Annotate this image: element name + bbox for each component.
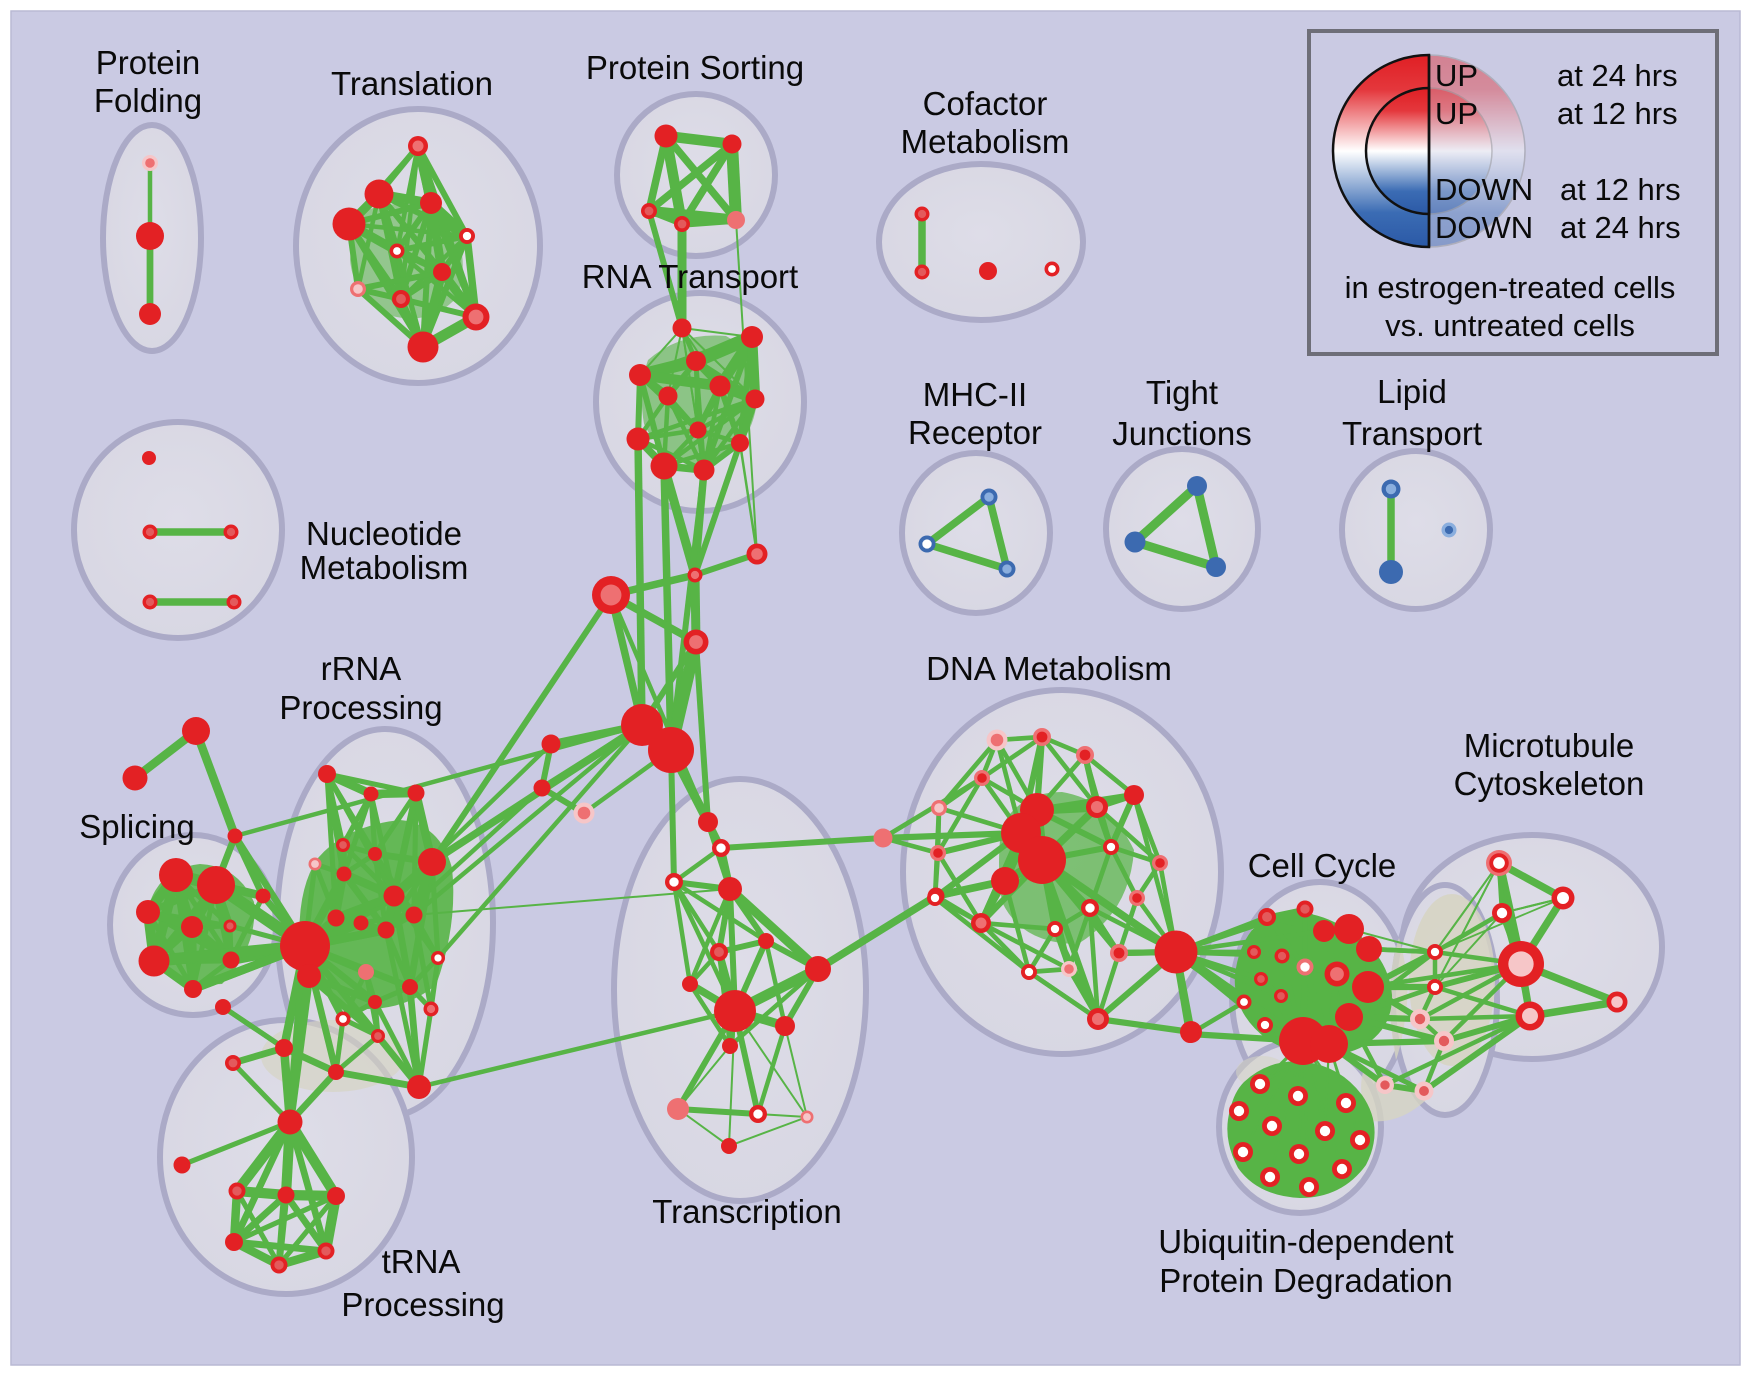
svg-text:Metabolism: Metabolism xyxy=(300,549,469,586)
svg-text:Processing: Processing xyxy=(279,689,442,726)
svg-text:Folding: Folding xyxy=(94,82,202,119)
svg-text:Junctions: Junctions xyxy=(1112,415,1251,452)
svg-text:at 12 hrs: at 12 hrs xyxy=(1557,96,1678,131)
svg-text:Protein: Protein xyxy=(96,44,201,81)
svg-text:Splicing: Splicing xyxy=(79,808,195,845)
svg-text:Lipid: Lipid xyxy=(1377,373,1447,410)
svg-text:at 24 hrs: at 24 hrs xyxy=(1557,58,1678,93)
svg-text:DOWN: DOWN xyxy=(1435,172,1533,207)
svg-text:Protein Degradation: Protein Degradation xyxy=(1159,1262,1453,1299)
svg-text:RNA Transport: RNA Transport xyxy=(582,258,798,295)
svg-text:Protein Sorting: Protein Sorting xyxy=(586,49,804,86)
svg-text:Ubiquitin-dependent: Ubiquitin-dependent xyxy=(1158,1223,1453,1260)
svg-text:in estrogen-treated cells: in estrogen-treated cells xyxy=(1345,270,1676,305)
svg-text:UP: UP xyxy=(1435,58,1478,93)
svg-text:DOWN: DOWN xyxy=(1435,210,1533,245)
svg-text:Cofactor: Cofactor xyxy=(923,85,1048,122)
svg-text:Cell Cycle: Cell Cycle xyxy=(1248,847,1397,884)
svg-text:Receptor: Receptor xyxy=(908,414,1042,451)
svg-text:Tight: Tight xyxy=(1146,374,1218,411)
svg-text:Transcription: Transcription xyxy=(652,1193,842,1230)
svg-text:Cytoskeleton: Cytoskeleton xyxy=(1454,765,1645,802)
svg-text:vs. untreated cells: vs. untreated cells xyxy=(1385,308,1635,343)
svg-text:Nucleotide: Nucleotide xyxy=(306,515,462,552)
svg-text:tRNA: tRNA xyxy=(382,1243,461,1280)
svg-text:Microtubule: Microtubule xyxy=(1464,727,1635,764)
svg-text:DNA Metabolism: DNA Metabolism xyxy=(926,650,1172,687)
svg-text:at 24 hrs: at 24 hrs xyxy=(1560,210,1681,245)
svg-text:UP: UP xyxy=(1435,96,1478,131)
svg-text:Translation: Translation xyxy=(331,65,493,102)
svg-text:Processing: Processing xyxy=(341,1286,504,1323)
svg-text:Metabolism: Metabolism xyxy=(901,123,1070,160)
svg-text:MHC-II: MHC-II xyxy=(923,376,1027,413)
svg-text:Transport: Transport xyxy=(1342,415,1482,452)
svg-text:rRNA: rRNA xyxy=(321,650,402,687)
svg-text:at 12 hrs: at 12 hrs xyxy=(1560,172,1681,207)
